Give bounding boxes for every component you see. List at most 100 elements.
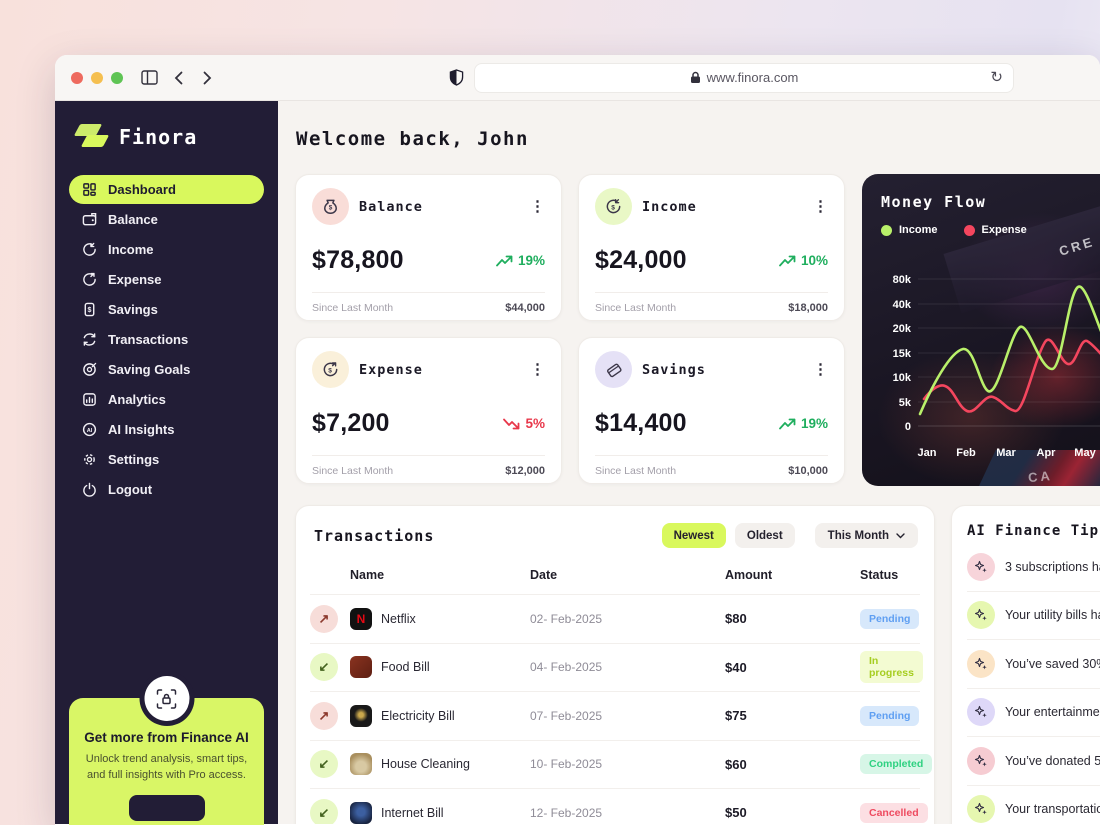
stat-label: Income	[642, 198, 697, 215]
newest-filter-button[interactable]: Newest	[661, 523, 726, 548]
y-tick: 5k	[899, 397, 912, 409]
y-tick: 40k	[893, 299, 912, 311]
tip-text: 3 subscriptions have	[1005, 559, 1100, 574]
tip-text: You’ve saved 30% on	[1005, 656, 1100, 671]
stat-footer-value: $44,000	[505, 302, 545, 314]
sidebar-item-label: Logout	[108, 482, 153, 497]
sidebar-item-label: Transactions	[108, 332, 189, 347]
url-text: www.finora.com	[706, 70, 799, 85]
direction-arrow-icon: ↙	[310, 653, 338, 682]
period-dropdown[interactable]: This Month	[814, 523, 918, 548]
sidebar-item-saving-goals[interactable]: Saving Goals	[69, 355, 264, 384]
transaction-amount: $60	[725, 756, 747, 772]
stat-footer-label: Since Last Month	[595, 465, 677, 477]
direction-arrow-icon: ↗	[310, 604, 338, 633]
sidebar-nav: Dashboard Balance Income Expense $ Savin…	[69, 175, 264, 504]
transaction-date: 12- Feb-2025	[530, 805, 603, 820]
main-content: Welcome back, John $ Balance ⋮ $7	[278, 101, 1100, 824]
merchant-icon	[350, 656, 372, 679]
income-cycle-icon: $	[595, 188, 632, 225]
sidebar-item-income[interactable]: Income	[69, 235, 264, 264]
card-menu-button[interactable]: ⋮	[813, 361, 828, 378]
money-flow-chart: 80k 40k 20k 15k 10k 5k 0 Jan Feb Mar Apr May	[893, 274, 1100, 459]
stat-label: Savings	[642, 361, 706, 378]
sidebar-item-logout[interactable]: Logout	[69, 475, 264, 504]
trend-indicator: 5%	[503, 416, 545, 431]
list-item: You’ve donated 5% of	[967, 737, 1100, 786]
reload-icon[interactable]: ↻	[990, 68, 1003, 86]
merchant-icon: N	[350, 607, 372, 630]
sidebar-item-balance[interactable]: Balance	[69, 205, 264, 234]
table-row[interactable]: ↙ Internet Bill 12- Feb-2025 $50 Cancell…	[310, 788, 928, 824]
gear-icon	[82, 452, 97, 467]
oldest-filter-button[interactable]: Oldest	[734, 523, 795, 548]
minimize-window-button[interactable]	[91, 71, 103, 84]
card-menu-button[interactable]: ⋮	[813, 198, 828, 215]
transaction-amount: $50	[725, 805, 747, 821]
merchant-icon	[350, 801, 372, 824]
lock-scan-icon	[144, 676, 189, 722]
sparkles-icon	[967, 698, 995, 727]
sidebar-toggle-icon[interactable]	[141, 70, 158, 85]
ai-tips-panel: AI Finance Tips 3 subscriptions have You…	[951, 505, 1100, 824]
income-card: $ Income ⋮ $24,000 10%	[578, 174, 845, 321]
list-item: 3 subscriptions have	[967, 543, 1100, 592]
wallet-icon	[82, 212, 97, 227]
sidebar-item-settings[interactable]: Settings	[69, 445, 264, 474]
promo-cta-button[interactable]	[128, 795, 205, 821]
chevron-down-icon	[896, 532, 905, 538]
brand-name: Finora	[119, 125, 198, 149]
sparkles-icon	[967, 795, 995, 824]
stat-value: $14,400	[595, 409, 687, 437]
balance-card: $ Balance ⋮ $78,800 19%	[295, 174, 562, 321]
direction-arrow-icon: ↙	[310, 750, 338, 779]
analytics-icon	[82, 392, 97, 407]
transaction-name: Electricity Bill	[381, 708, 455, 723]
y-tick: 15k	[893, 348, 912, 360]
table-row[interactable]: ↗ N Netflix 02- Feb-2025 $80 Pending	[310, 594, 920, 643]
transaction-name: Food Bill	[381, 660, 430, 675]
logo: Finora	[69, 117, 264, 151]
zoom-window-button[interactable]	[111, 71, 123, 84]
back-button[interactable]	[174, 71, 183, 85]
savings-icon: $	[82, 302, 97, 317]
sidebar-item-ai-insights[interactable]: AI AI Insights	[69, 415, 264, 444]
table-row[interactable]: ↙ Food Bill 04- Feb-2025 $40 In progress	[310, 642, 923, 692]
table-header: Name Date Amount Status	[310, 568, 920, 594]
table-row[interactable]: ↗ Electricity Bill 07- Feb-2025 $75 Pend…	[310, 691, 920, 740]
list-item: Your utility bills have	[967, 592, 1100, 640]
stat-label: Balance	[359, 198, 423, 215]
expense-icon	[82, 272, 97, 287]
stat-cards: $ Balance ⋮ $78,800 19%	[295, 174, 845, 486]
svg-text:$: $	[328, 367, 332, 374]
status-badge: In progress	[860, 651, 923, 684]
sidebar-item-transactions[interactable]: Transactions	[69, 325, 264, 354]
ai-icon: AI	[82, 422, 97, 437]
transaction-amount: $40	[725, 659, 747, 675]
merchant-icon	[350, 753, 372, 776]
expense-cycle-icon: $	[312, 351, 349, 388]
sidebar-item-expense[interactable]: Expense	[69, 265, 264, 294]
tip-text: Your transportation	[1005, 802, 1100, 817]
x-tick: Jan	[918, 447, 937, 459]
sidebar-item-savings[interactable]: $ Savings	[69, 295, 264, 324]
sidebar-item-analytics[interactable]: Analytics	[69, 385, 264, 414]
savings-card: Savings ⋮ $14,400 19% Since Last Month	[578, 337, 845, 484]
x-tick: Feb	[956, 447, 976, 459]
sidebar-item-dashboard[interactable]: Dashboard	[69, 175, 264, 204]
transaction-name: Netflix	[381, 611, 416, 626]
close-window-button[interactable]	[71, 71, 83, 84]
address-bar[interactable]: www.finora.com ↻	[474, 62, 1014, 93]
sidebar-item-label: Saving Goals	[108, 362, 191, 377]
card-menu-button[interactable]: ⋮	[530, 198, 545, 215]
target-icon	[82, 362, 97, 377]
transaction-date: 02- Feb-2025	[530, 611, 603, 626]
ai-tips-title: AI Finance Tips	[967, 523, 1100, 539]
sparkles-icon	[967, 649, 995, 678]
trend-arrow-icon	[496, 255, 513, 266]
x-tick: Apr	[1037, 447, 1057, 459]
card-menu-button[interactable]: ⋮	[530, 361, 545, 378]
shield-icon[interactable]	[449, 69, 464, 86]
forward-button[interactable]	[203, 71, 212, 85]
table-row[interactable]: ↙ House Cleaning 10- Feb-2025 $60 Comple…	[310, 739, 933, 789]
